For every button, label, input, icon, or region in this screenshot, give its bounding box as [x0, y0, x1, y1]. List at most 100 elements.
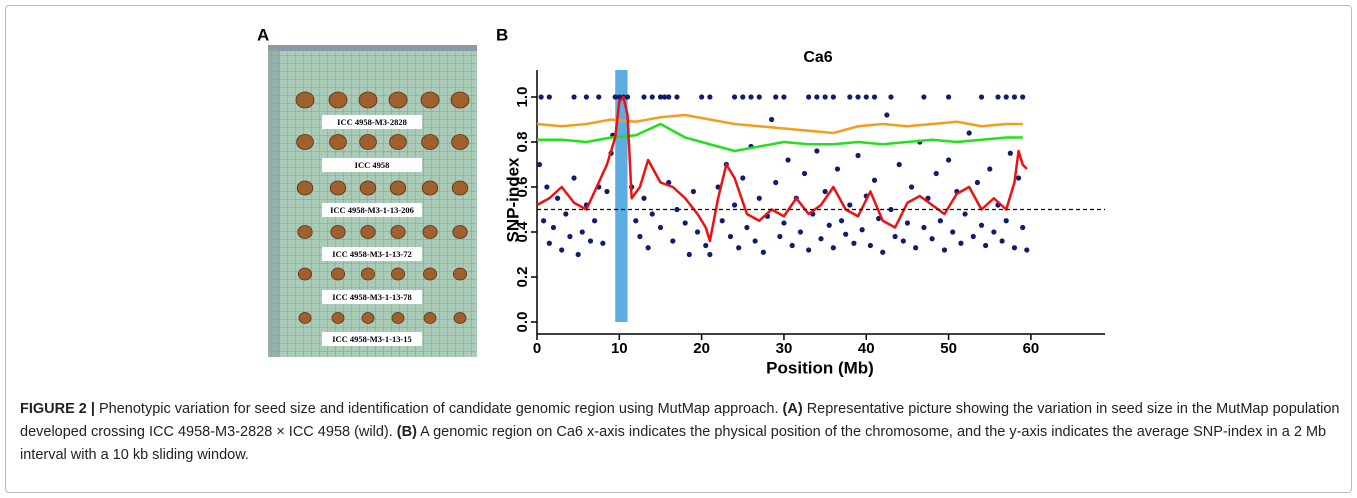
seed-label: ICC 4958-M3-2828	[337, 117, 407, 127]
seed	[422, 225, 438, 239]
y-tick-label: 0.8	[514, 132, 531, 153]
data-point	[847, 94, 853, 100]
data-point	[855, 94, 861, 100]
data-point	[773, 179, 779, 186]
data-point	[641, 94, 647, 100]
data-point	[797, 229, 804, 235]
seed	[296, 180, 314, 196]
data-point	[933, 170, 939, 177]
data-point	[822, 94, 828, 100]
data-point	[913, 245, 919, 251]
data-point	[888, 94, 894, 100]
data-point	[814, 148, 820, 154]
data-point	[600, 240, 606, 246]
y-axis-label: SNP-index	[503, 157, 522, 243]
data-point	[1011, 94, 1018, 100]
data-point	[777, 233, 783, 240]
ruler	[268, 45, 477, 51]
seed-label: ICC 4958-M3-1-13-72	[332, 249, 412, 259]
data-point	[546, 94, 552, 100]
data-point	[592, 218, 598, 224]
data-point	[966, 130, 972, 136]
data-point	[822, 188, 828, 195]
data-point	[929, 236, 935, 242]
seed	[390, 267, 405, 281]
data-point	[847, 202, 853, 208]
ruler	[268, 45, 280, 357]
data-point	[843, 231, 849, 237]
label-box	[322, 332, 422, 346]
seed	[423, 312, 437, 324]
data-point	[571, 175, 577, 181]
data-point	[612, 94, 618, 100]
caption-ref: (A)	[782, 401, 803, 417]
data-point	[785, 157, 791, 163]
seed	[421, 180, 439, 196]
data-point	[945, 94, 952, 100]
label-box	[322, 290, 422, 304]
data-point	[937, 218, 943, 224]
seed-labels: ICC 4958-M3-2828 ICC 4958 ICC 4958-M3-1-13…	[322, 115, 422, 346]
data-point	[884, 112, 890, 118]
x-tick-label: 50	[940, 340, 957, 357]
data-point	[703, 242, 709, 249]
data-point	[1003, 94, 1009, 100]
y-tick-label: 0.4	[514, 221, 531, 243]
data-point	[661, 94, 668, 100]
data-line	[536, 95, 1028, 243]
seed	[297, 225, 313, 239]
caption-text: Representative picture showing the varia…	[20, 401, 1340, 440]
figure: ICC 4958-M3-2828 ICC 4958 ICC 4958-M3-1-13…	[257, 25, 1105, 377]
label-box	[322, 203, 422, 217]
data-point	[974, 179, 981, 186]
caption-ref: (B)	[396, 424, 417, 440]
data-point	[740, 175, 746, 181]
highlight-band	[615, 70, 628, 322]
seed	[297, 267, 312, 281]
data-point	[904, 220, 911, 226]
seed	[329, 180, 347, 196]
seed	[296, 134, 314, 150]
seed	[420, 91, 440, 109]
data-point	[756, 195, 762, 201]
seed	[328, 91, 348, 109]
data-point	[546, 240, 552, 246]
data-point	[781, 220, 787, 226]
data-point	[690, 188, 697, 195]
data-point	[991, 229, 997, 235]
data-point	[752, 238, 758, 244]
data-point	[806, 247, 812, 253]
data-point	[781, 94, 787, 100]
data-point	[596, 94, 602, 100]
seed	[452, 225, 468, 239]
seed-label: ICC 4958-M3-1-13-78	[332, 292, 412, 302]
data-point	[674, 94, 680, 100]
data-point	[1020, 224, 1026, 231]
data-point	[908, 184, 915, 190]
seed	[450, 91, 470, 109]
seed-label: ICC 4958	[355, 160, 390, 170]
data-point	[900, 238, 906, 244]
data-point	[830, 245, 836, 251]
data-point	[657, 224, 664, 231]
data-point	[544, 184, 550, 190]
caption: FIGURE 2 | Phenotypic variation for seed…	[20, 398, 1340, 467]
data-point	[748, 94, 754, 100]
figure-frame	[5, 5, 1352, 493]
y-tick-label: 0.6	[514, 177, 531, 198]
data-point	[871, 177, 878, 183]
panel-letter: A	[257, 25, 269, 44]
seed	[329, 134, 347, 150]
seed	[330, 225, 346, 239]
data-point	[727, 233, 734, 240]
seed	[452, 267, 467, 281]
data-point	[1024, 247, 1030, 253]
data-point	[962, 211, 968, 217]
seeds	[295, 91, 470, 324]
data-point	[699, 94, 705, 100]
data-point	[814, 94, 820, 100]
data-point	[731, 202, 738, 208]
data-point	[707, 94, 713, 100]
data-point	[559, 247, 565, 253]
panel-letter: B	[496, 25, 508, 44]
